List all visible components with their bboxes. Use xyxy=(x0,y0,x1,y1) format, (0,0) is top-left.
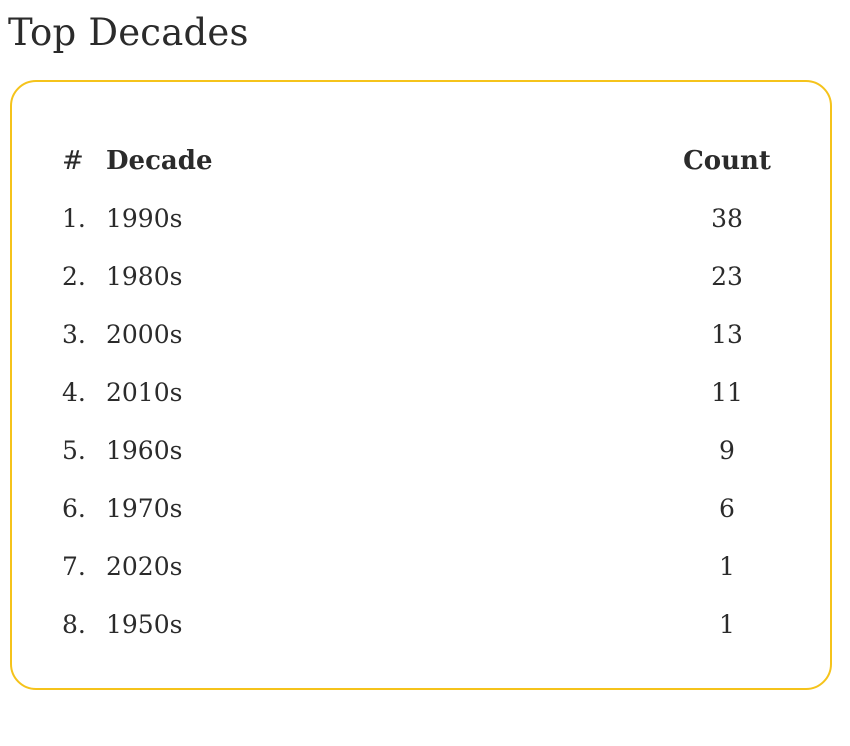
rank-cell: 6. xyxy=(62,494,86,524)
table-row: 7. 2020s 1 xyxy=(62,538,782,596)
rank-cell: 2. xyxy=(62,262,86,292)
count-cell: 1 xyxy=(719,552,735,582)
count-cell: 1 xyxy=(719,610,735,640)
table-row: 3. 2000s 13 xyxy=(62,306,782,364)
decade-cell: 1960s xyxy=(106,436,183,466)
count-column-header: Count xyxy=(683,145,771,176)
decade-cell: 1970s xyxy=(106,494,183,524)
page-title: Top Decades xyxy=(8,11,249,54)
table-header-row: # Decade Count xyxy=(62,132,782,190)
rank-cell: 7. xyxy=(62,552,86,582)
rank-column-header: # xyxy=(62,145,84,176)
table-row: 6. 1970s 6 xyxy=(62,480,782,538)
rank-cell: 5. xyxy=(62,436,86,466)
count-cell: 9 xyxy=(719,436,735,466)
decade-cell: 1990s xyxy=(106,204,183,234)
decades-table: # Decade Count 1. 1990s 38 2. 1980s 23 3… xyxy=(62,132,782,654)
decade-cell: 2020s xyxy=(106,552,183,582)
decade-cell: 1950s xyxy=(106,610,183,640)
table-row: 8. 1950s 1 xyxy=(62,596,782,654)
rank-cell: 1. xyxy=(62,204,86,234)
count-cell: 6 xyxy=(719,494,735,524)
count-cell: 11 xyxy=(711,378,743,408)
table-row: 1. 1990s 38 xyxy=(62,190,782,248)
rank-cell: 3. xyxy=(62,320,86,350)
decades-card: # Decade Count 1. 1990s 38 2. 1980s 23 3… xyxy=(10,79,832,690)
count-cell: 23 xyxy=(711,262,743,292)
decade-cell: 2000s xyxy=(106,320,183,350)
rank-cell: 8. xyxy=(62,610,86,640)
decades-table-rows: 1. 1990s 38 2. 1980s 23 3. 2000s 13 4. 2… xyxy=(62,190,782,654)
decade-cell: 1980s xyxy=(106,262,183,292)
count-cell: 38 xyxy=(711,204,743,234)
rank-cell: 4. xyxy=(62,378,86,408)
count-cell: 13 xyxy=(711,320,743,350)
decade-cell: 2010s xyxy=(106,378,183,408)
table-row: 2. 1980s 23 xyxy=(62,248,782,306)
table-row: 5. 1960s 9 xyxy=(62,422,782,480)
table-row: 4. 2010s 11 xyxy=(62,364,782,422)
decade-column-header: Decade xyxy=(106,145,213,176)
